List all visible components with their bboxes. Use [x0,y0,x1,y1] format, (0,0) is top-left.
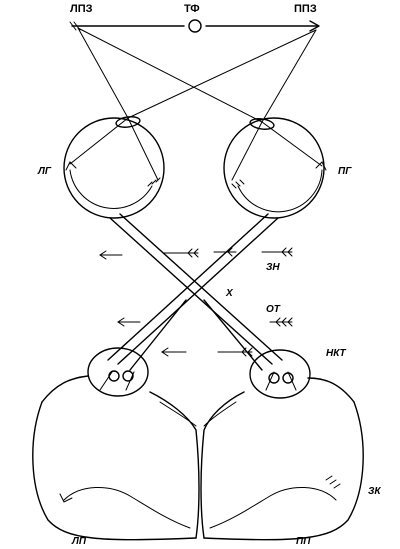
fixation-point-marker [188,19,202,33]
visual-cortex [32,375,364,541]
label-lgn: НКТ [326,348,346,359]
optic-pathways [107,213,283,371]
left-eye [63,116,165,219]
left-lgn [87,347,149,397]
signal-arrows [99,247,293,357]
label-optic-tract: ОТ [266,304,281,315]
label-chiasm: Х [225,288,234,299]
label-fixation-point: ТФ [184,3,200,15]
label-right-hemisphere: ПП [296,536,311,547]
label-right-visual-field: ППЗ [294,3,317,15]
right-eye [223,117,325,219]
label-left-visual-field: ЛПЗ [70,3,93,15]
visual-field-axis [69,20,320,32]
label-left-eye: ЛГ [37,166,52,177]
label-optic-nerve: ЗН [266,262,280,273]
label-visual-cortex: ЗК [368,486,381,497]
label-right-eye: ПГ [338,166,352,177]
right-lgn [249,349,311,399]
light-rays [65,27,327,181]
label-left-hemisphere: ЛП [71,536,87,547]
